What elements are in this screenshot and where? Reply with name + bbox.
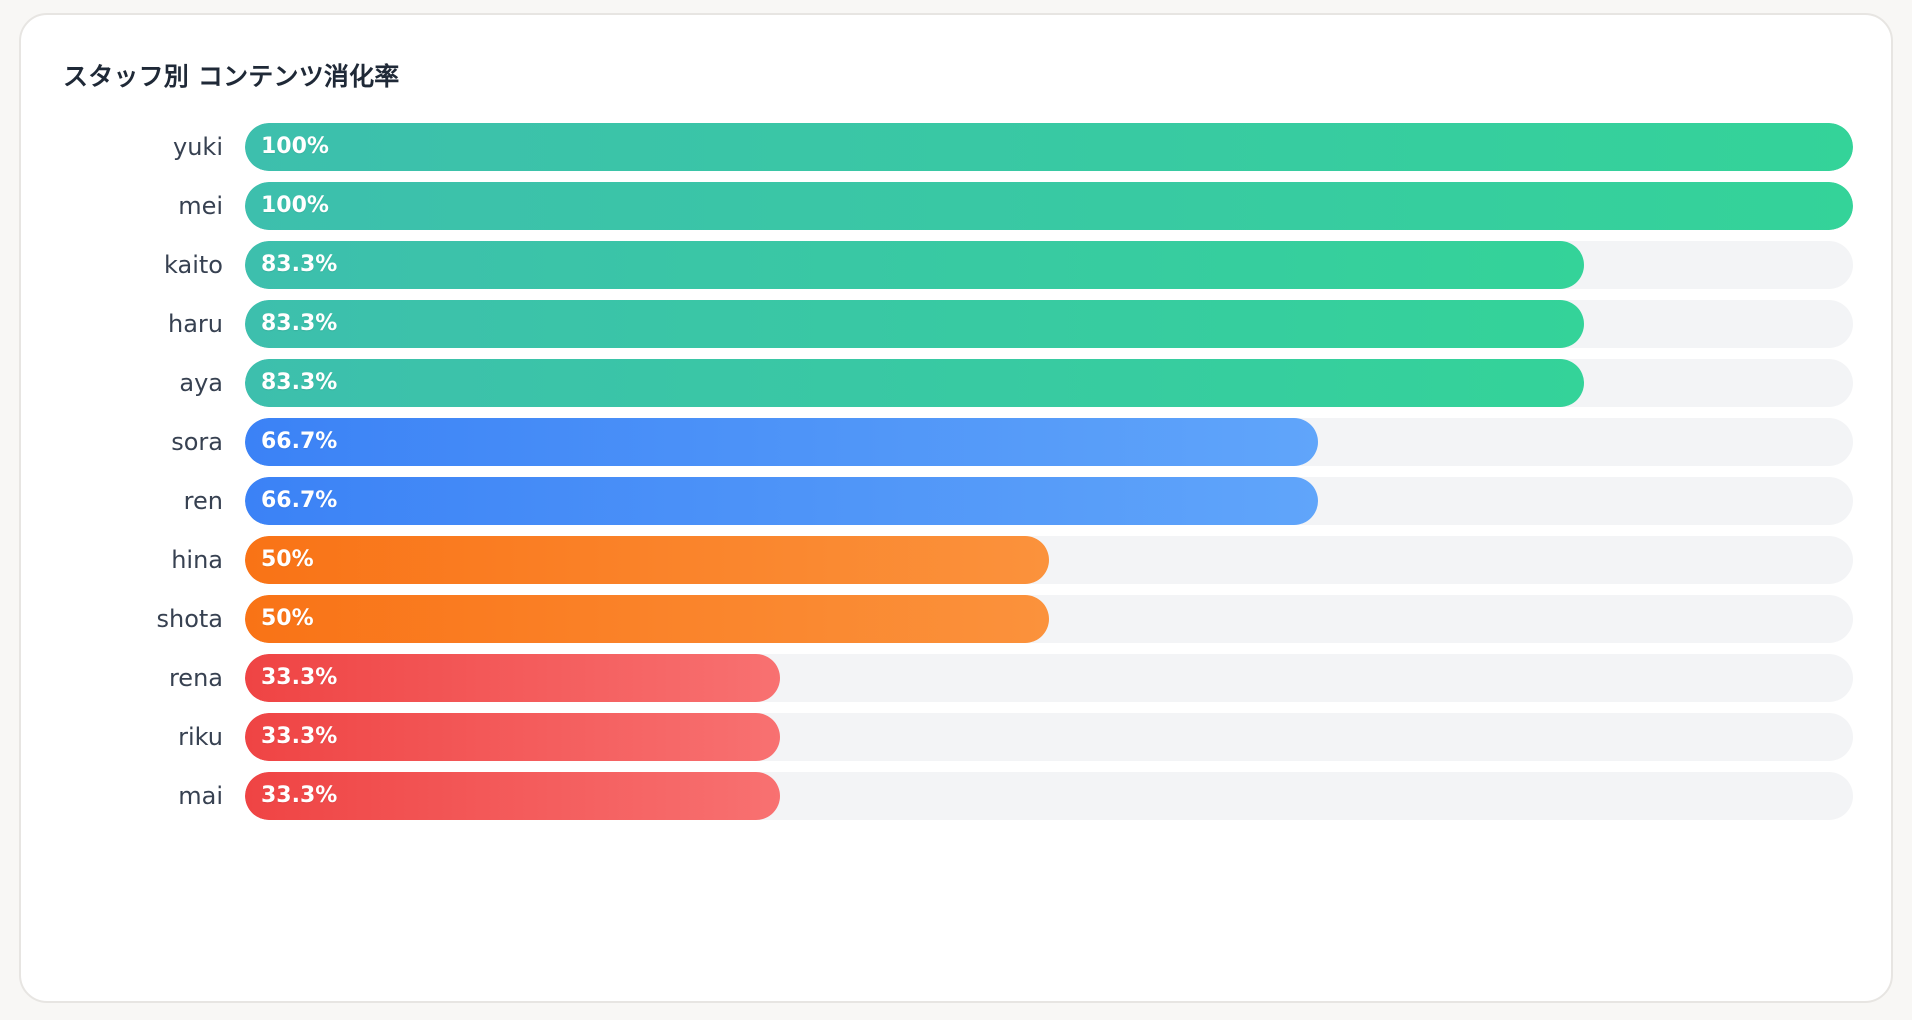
data-label-mei: 100% — [261, 193, 329, 218]
bar-track-ren: 66.7% — [245, 477, 1853, 525]
bar-fill-aya: 83.3% — [245, 359, 1585, 407]
bar-fill-shota: 50% — [245, 595, 1049, 643]
data-label-aya: 83.3% — [261, 370, 338, 395]
data-label-riku: 33.3% — [261, 724, 338, 749]
bar-track-aya: 83.3% — [245, 359, 1853, 407]
bar-row-mei: mei 100% — [21, 182, 1891, 230]
data-label-ren: 66.7% — [261, 488, 338, 513]
data-label-shota: 50% — [261, 606, 314, 631]
category-label-ren: ren — [183, 487, 223, 515]
bar-fill-rena: 33.3% — [245, 654, 781, 702]
category-label-haru: haru — [168, 310, 223, 338]
chart-card: スタッフ別 コンテンツ消化率 yuki 100% mei 100% kaito 83.3%… — [19, 13, 1893, 1003]
bar-fill-ren: 66.7% — [245, 477, 1318, 525]
bar-track-riku: 33.3% — [245, 713, 1853, 761]
data-label-yuki: 100% — [261, 134, 329, 159]
bar-track-haru: 83.3% — [245, 300, 1853, 348]
bar-track-mai: 33.3% — [245, 772, 1853, 820]
bar-row-aya: aya 83.3% — [21, 359, 1891, 407]
bar-track-shota: 50% — [245, 595, 1853, 643]
bar-fill-mei: 100% — [245, 182, 1853, 230]
category-label-hina: hina — [171, 546, 223, 574]
bar-fill-sora: 66.7% — [245, 418, 1318, 466]
bar-row-yuki: yuki 100% — [21, 123, 1891, 171]
category-label-yuki: yuki — [173, 133, 223, 161]
category-label-rena: rena — [168, 664, 223, 692]
bar-row-haru: haru 83.3% — [21, 300, 1891, 348]
bar-fill-yuki: 100% — [245, 123, 1853, 171]
category-label-kaito: kaito — [164, 251, 223, 279]
bar-track-rena: 33.3% — [245, 654, 1853, 702]
bar-track-mei: 100% — [245, 182, 1853, 230]
data-label-kaito: 83.3% — [261, 252, 338, 277]
category-label-aya: aya — [179, 369, 223, 397]
data-label-haru: 83.3% — [261, 311, 338, 336]
bar-row-hina: hina 50% — [21, 536, 1891, 584]
category-label-mei: mei — [178, 192, 223, 220]
bar-track-hina: 50% — [245, 536, 1853, 584]
bar-fill-hina: 50% — [245, 536, 1049, 584]
bar-fill-haru: 83.3% — [245, 300, 1585, 348]
bar-row-kaito: kaito 83.3% — [21, 241, 1891, 289]
bar-row-sora: sora 66.7% — [21, 418, 1891, 466]
bar-row-ren: ren 66.7% — [21, 477, 1891, 525]
bar-track-kaito: 83.3% — [245, 241, 1853, 289]
category-label-mai: mai — [178, 782, 223, 810]
category-label-sora: sora — [171, 428, 223, 456]
bar-fill-riku: 33.3% — [245, 713, 781, 761]
data-label-sora: 66.7% — [261, 429, 338, 454]
bar-row-riku: riku 33.3% — [21, 713, 1891, 761]
bar-row-mai: mai 33.3% — [21, 772, 1891, 820]
bar-fill-kaito: 83.3% — [245, 241, 1585, 289]
bar-track-sora: 66.7% — [245, 418, 1853, 466]
bar-track-yuki: 100% — [245, 123, 1853, 171]
category-label-shota: shota — [156, 605, 223, 633]
data-label-rena: 33.3% — [261, 665, 338, 690]
data-label-mai: 33.3% — [261, 783, 338, 808]
bar-row-rena: rena 33.3% — [21, 654, 1891, 702]
bar-row-shota: shota 50% — [21, 595, 1891, 643]
chart-title: スタッフ別 コンテンツ消化率 — [63, 62, 400, 91]
category-label-riku: riku — [178, 723, 223, 751]
bar-fill-mai: 33.3% — [245, 772, 781, 820]
data-label-hina: 50% — [261, 547, 314, 572]
